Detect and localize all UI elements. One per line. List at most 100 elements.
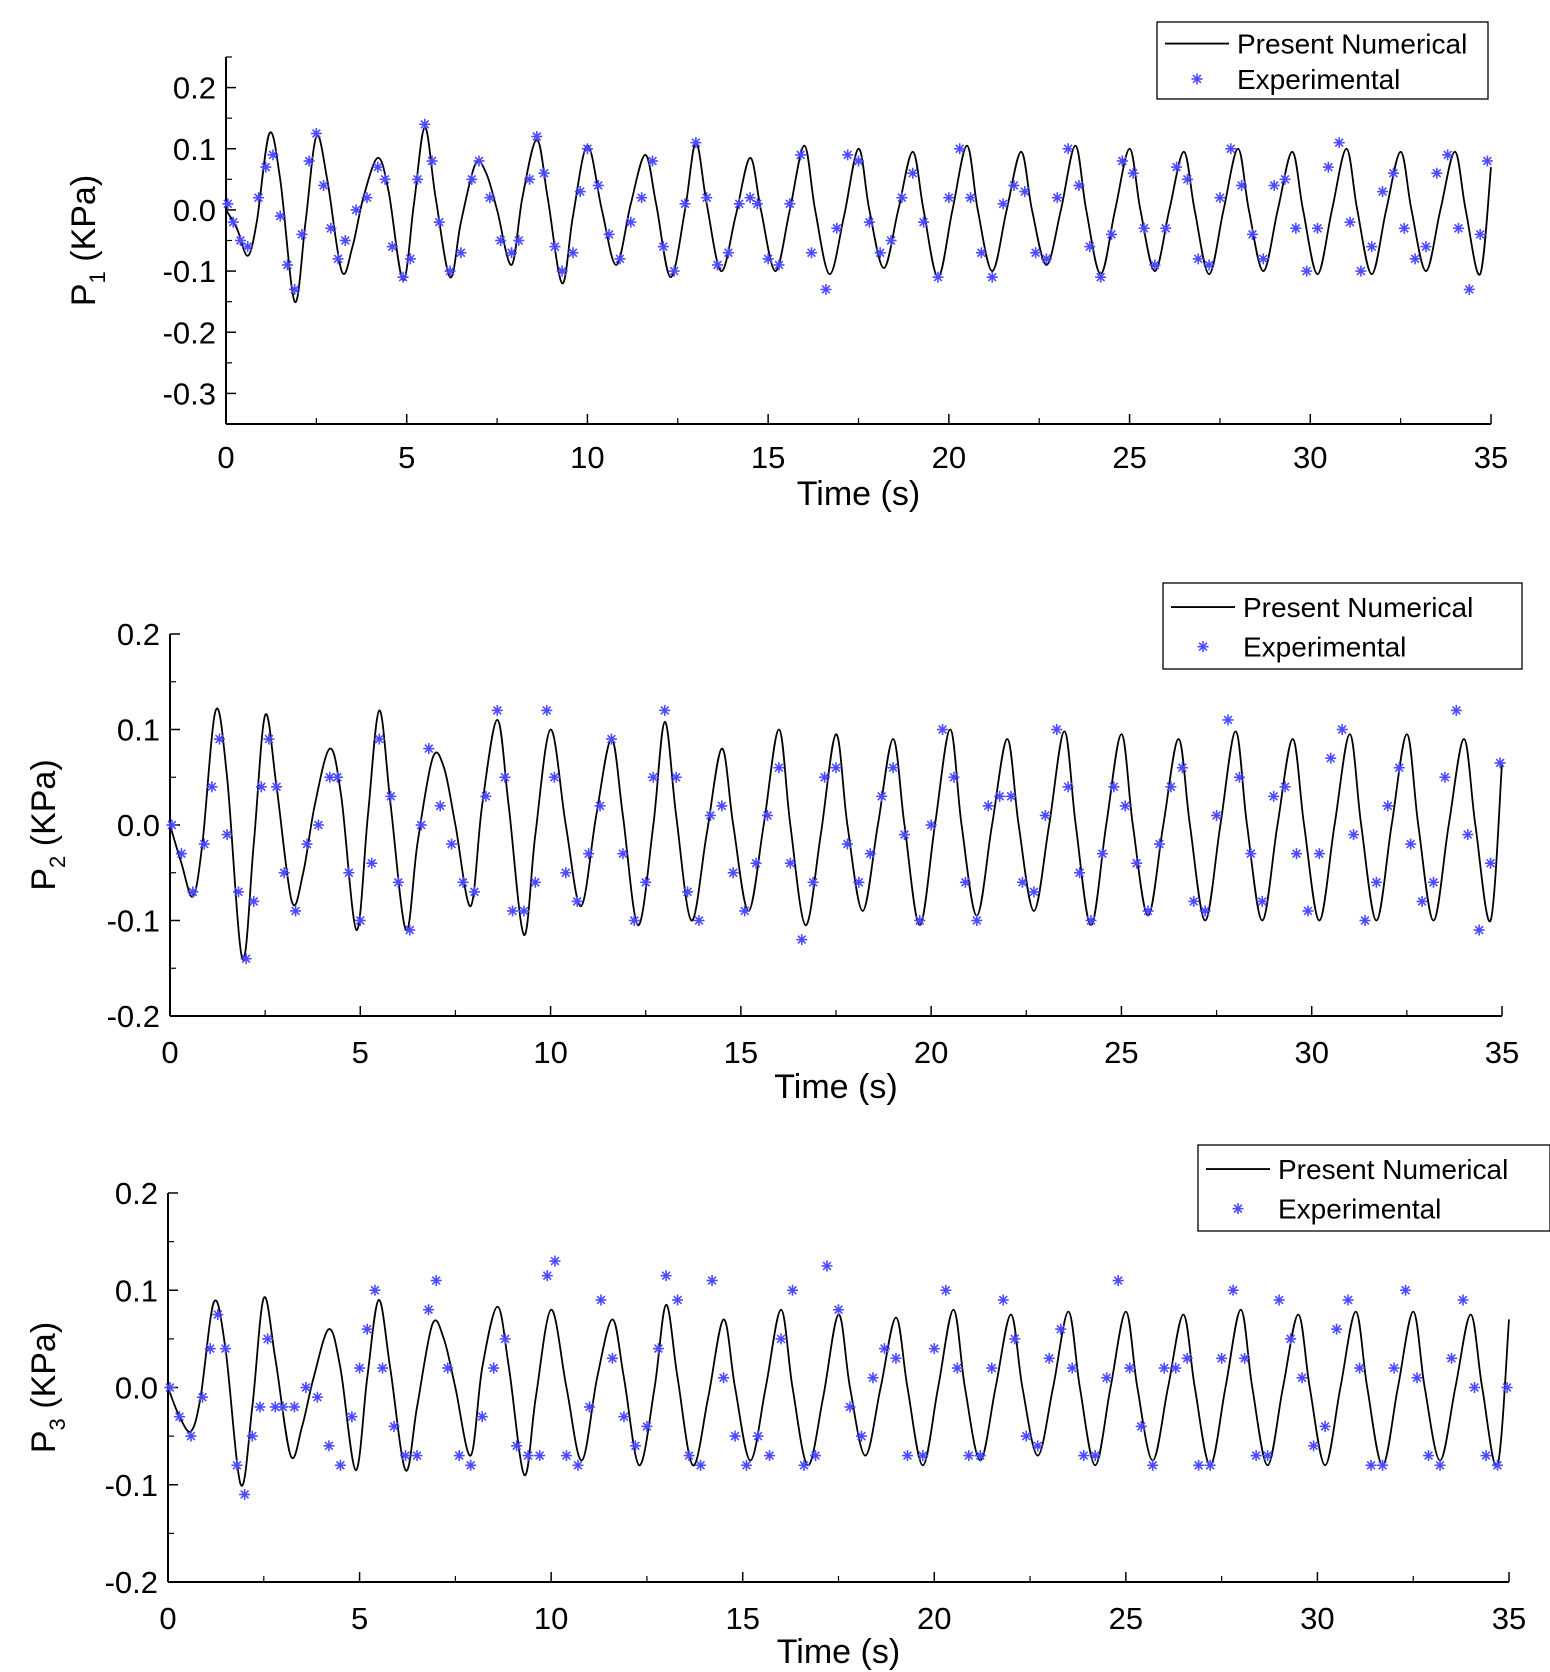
experimental-point — [379, 173, 391, 185]
experimental-point — [531, 131, 543, 143]
y-tick-label: 0.2 — [173, 71, 216, 106]
experimental-point — [682, 886, 694, 898]
experimental-point — [739, 905, 751, 917]
experimental-point — [1296, 1372, 1308, 1384]
experimental-point — [1074, 867, 1086, 879]
experimental-point — [693, 915, 705, 926]
experimental-point — [296, 228, 308, 240]
experimental-point — [1124, 1362, 1136, 1374]
experimental-point — [377, 1362, 389, 1374]
experimental-point — [334, 1459, 346, 1471]
experimental-point — [1149, 259, 1161, 271]
experimental-point — [1400, 1284, 1412, 1296]
experimental-point — [1147, 1459, 1159, 1471]
experimental-point — [625, 216, 637, 228]
experimental-point — [787, 1284, 799, 1296]
experimental-point — [1142, 905, 1154, 917]
experimental-point — [1160, 222, 1172, 234]
experimental-point — [541, 1270, 553, 1282]
experimental-point — [332, 253, 344, 265]
experimental-point — [1085, 915, 1097, 926]
experimental-point — [331, 771, 343, 783]
experimental-point — [386, 241, 398, 253]
experimental-point — [784, 857, 796, 869]
experimental-point — [1302, 905, 1314, 917]
experimental-point — [1165, 781, 1177, 793]
experimental-point — [271, 781, 283, 793]
experimental-point — [1192, 253, 1204, 265]
experimental-point — [303, 155, 315, 167]
experimental-point — [1095, 271, 1107, 283]
y-axis-title-unit: (KPa) — [65, 175, 103, 271]
experimental-point — [863, 216, 875, 228]
experimental-point — [896, 192, 908, 204]
experimental-point — [841, 838, 853, 850]
experimental-point — [1101, 1372, 1113, 1384]
legend-label-numerical: Present Numerical — [1237, 29, 1467, 60]
experimental-point — [975, 247, 987, 259]
experimental-point — [798, 1459, 810, 1471]
y-axis-title: P1 (KPa) — [65, 175, 110, 306]
experimental-point — [1480, 1450, 1492, 1462]
experimental-point — [628, 915, 640, 926]
experimental-point — [1116, 155, 1128, 167]
y-tick-label: 0.2 — [115, 1176, 158, 1211]
experimental-point — [806, 247, 818, 259]
experimental-point — [706, 1275, 718, 1287]
experimental-point — [810, 1450, 822, 1462]
experimental-point — [1245, 848, 1257, 860]
experimental-point — [951, 1362, 963, 1374]
experimental-point — [750, 857, 762, 869]
experimental-point — [1420, 241, 1432, 253]
experimental-point — [762, 253, 774, 265]
experimental-point — [1051, 724, 1063, 735]
y-axis-title-subscript: 3 — [45, 1418, 70, 1430]
experimental-point — [290, 905, 302, 917]
experimental-point — [234, 235, 246, 246]
experimental-point — [1225, 143, 1237, 155]
x-tick-label: 0 — [217, 440, 234, 475]
experimental-point — [173, 1411, 185, 1423]
experimental-point — [222, 198, 234, 210]
experimental-point — [885, 235, 897, 246]
experimental-point — [917, 1450, 929, 1462]
x-tick-label: 30 — [1294, 1035, 1328, 1070]
x-tick-label: 25 — [1112, 440, 1146, 475]
experimental-point — [1431, 167, 1443, 179]
experimental-point — [652, 1343, 664, 1355]
experimental-point — [442, 1362, 454, 1374]
experimental-point — [1008, 179, 1020, 191]
experimental-point — [727, 867, 739, 879]
experimental-point — [274, 210, 286, 222]
x-tick-label: 20 — [932, 440, 966, 475]
experimental-point — [1355, 265, 1367, 277]
legend-label-numerical: Present Numerical — [1278, 1154, 1508, 1185]
experimental-point — [640, 876, 652, 888]
experimental-point — [744, 192, 756, 204]
experimental-point — [465, 1459, 477, 1471]
legend-marker-swatch — [1232, 1203, 1244, 1215]
experimental-point — [1463, 283, 1475, 295]
experimental-point — [1040, 253, 1052, 265]
x-tick-label: 15 — [751, 440, 785, 475]
experimental-point — [1203, 259, 1215, 271]
experimental-point — [657, 241, 669, 253]
experimental-point — [560, 1450, 572, 1462]
experimental-point — [899, 829, 911, 841]
y-tick-label: -0.2 — [105, 1565, 158, 1600]
experimental-point — [499, 771, 511, 783]
experimental-point — [354, 915, 366, 926]
x-axis-title: Time (s) — [777, 1633, 900, 1671]
experimental-point — [963, 1450, 975, 1462]
experimental-point — [581, 143, 593, 155]
y-tick-label: -0.1 — [107, 904, 160, 939]
legend-label-numerical: Present Numerical — [1243, 592, 1473, 623]
experimental-point — [1135, 1420, 1147, 1432]
experimental-point — [1366, 241, 1378, 253]
experimental-point — [932, 271, 944, 283]
experimental-point — [1256, 895, 1268, 907]
experimental-point — [595, 1294, 607, 1306]
experimental-point — [204, 1343, 216, 1355]
y-tick-label: -0.3 — [163, 376, 216, 411]
experimental-point — [718, 1372, 730, 1384]
